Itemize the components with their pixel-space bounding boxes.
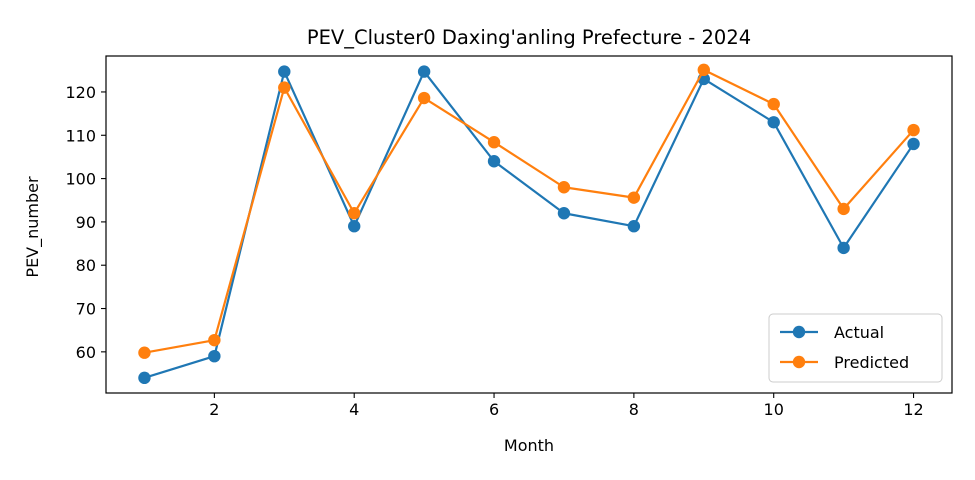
series-line-predicted bbox=[144, 68, 915, 354]
data-point-actual-10 bbox=[767, 116, 780, 129]
data-point-predicted-5 bbox=[417, 91, 431, 105]
data-point-predicted-1 bbox=[138, 346, 151, 359]
legend-marker-actual bbox=[792, 325, 806, 339]
legend-label-predicted: Predicted bbox=[834, 353, 909, 372]
data-point-actual-7 bbox=[557, 207, 571, 220]
data-point-actual-12 bbox=[907, 137, 920, 151]
y-tick-label: 70 bbox=[76, 300, 96, 319]
x-tick-label: 6 bbox=[489, 400, 499, 419]
data-point-actual-6 bbox=[487, 155, 501, 168]
series-line-actual bbox=[144, 70, 915, 379]
data-point-actual-1 bbox=[138, 371, 151, 385]
plot-area: 2 4 6 8 10 12 60 70 80 90 100 110 120 bbox=[65, 55, 953, 419]
data-point-predicted-7 bbox=[557, 181, 571, 194]
x-axis-title: Month bbox=[504, 436, 554, 455]
x-tick-label: 12 bbox=[903, 400, 923, 419]
data-point-actual-3 bbox=[278, 65, 291, 78]
x-tick-label: 2 bbox=[209, 400, 219, 419]
chart-title: PEV_Cluster0 Daxing'anling Prefecture - … bbox=[307, 26, 751, 49]
data-point-predicted-10 bbox=[767, 97, 780, 111]
data-point-actual-8 bbox=[627, 220, 641, 233]
data-point-predicted-8 bbox=[627, 191, 641, 204]
x-tick-label: 8 bbox=[629, 400, 639, 419]
data-point-actual-4 bbox=[348, 220, 361, 233]
legend-label-actual: Actual bbox=[834, 323, 884, 342]
y-tick-label: 110 bbox=[65, 126, 96, 145]
y-axis-title: PEV_number bbox=[23, 176, 43, 278]
x-tick-label: 10 bbox=[764, 400, 784, 419]
data-point-predicted-11 bbox=[837, 202, 850, 216]
data-point-predicted-6 bbox=[487, 136, 501, 149]
data-point-predicted-12 bbox=[907, 123, 920, 137]
y-tick-label: 100 bbox=[65, 170, 96, 189]
plot-frame bbox=[105, 55, 953, 394]
data-point-predicted-4 bbox=[348, 207, 361, 220]
data-point-predicted-9 bbox=[697, 63, 710, 77]
data-point-predicted-3 bbox=[278, 81, 291, 94]
x-tick-label: 4 bbox=[349, 400, 359, 419]
y-tick-label: 90 bbox=[76, 213, 96, 232]
legend-marker-predicted bbox=[792, 355, 806, 369]
data-point-predicted-2 bbox=[208, 333, 221, 347]
y-tick-label: 80 bbox=[76, 256, 96, 275]
data-point-actual-2 bbox=[208, 349, 221, 363]
legend: Actual Predicted bbox=[768, 313, 943, 383]
data-point-actual-5 bbox=[417, 65, 431, 78]
data-point-actual-11 bbox=[837, 241, 850, 255]
y-tick-label: 60 bbox=[76, 343, 96, 362]
y-tick-label: 120 bbox=[65, 83, 96, 102]
